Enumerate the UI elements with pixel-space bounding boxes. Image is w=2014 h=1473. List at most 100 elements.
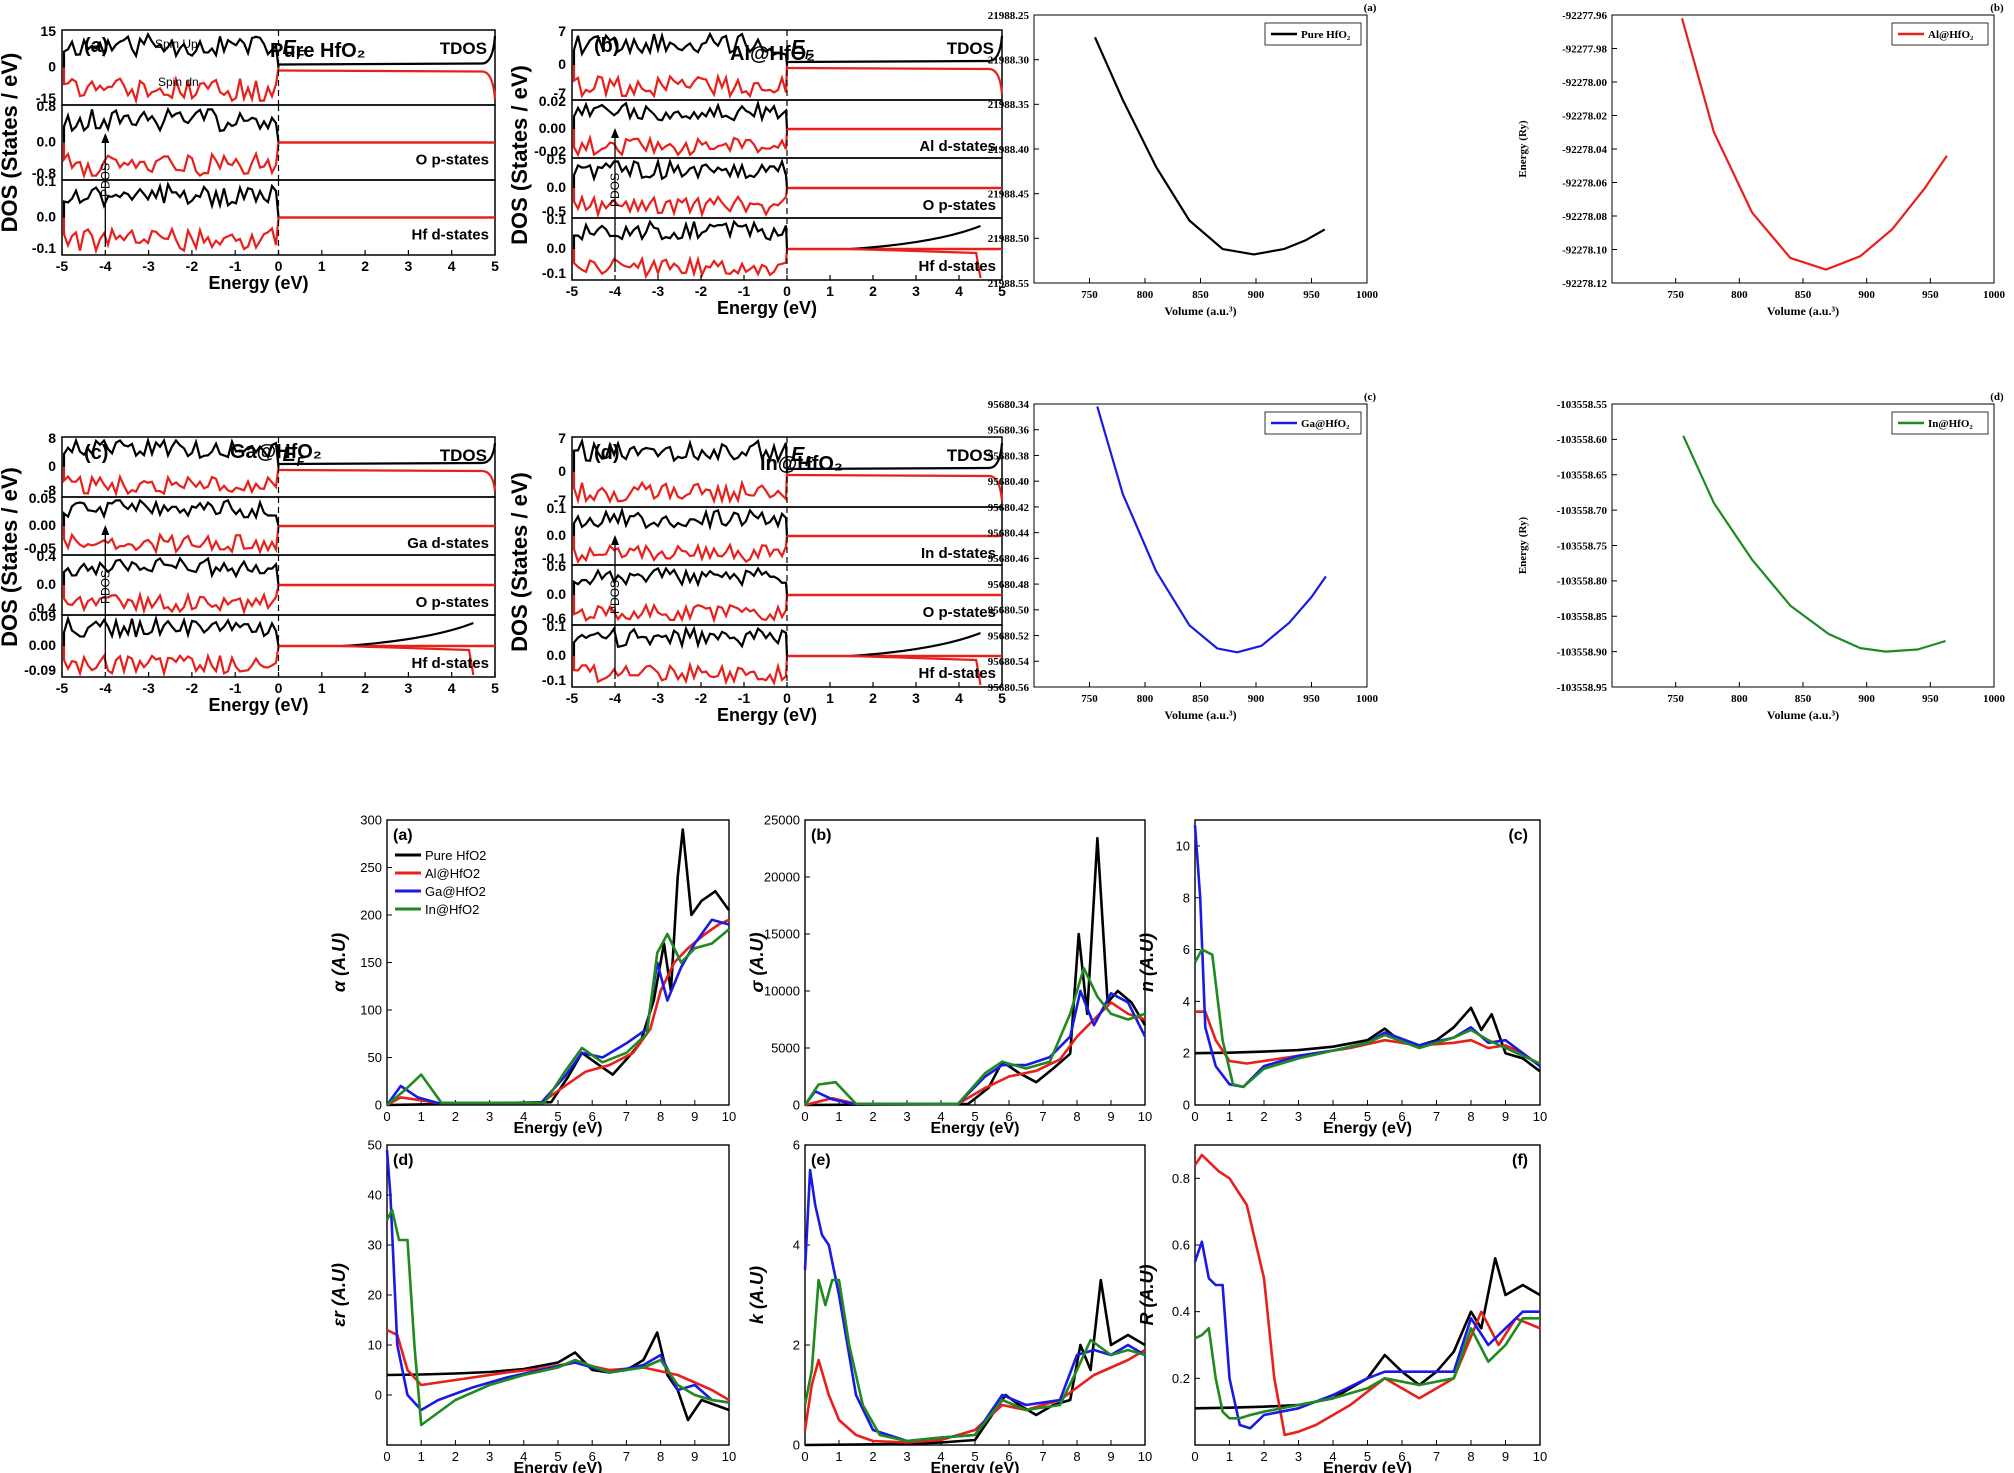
dos-spin-down-line	[62, 466, 280, 498]
chart-x-tick: 5	[1364, 1109, 1371, 1124]
dos-y-tick: -8	[44, 482, 57, 498]
dos-x-tick: 5	[998, 690, 1006, 706]
dos-x-tick: 2	[869, 690, 877, 706]
dos-x-tick: 1	[318, 258, 326, 274]
dos-spin-down-line	[572, 655, 789, 687]
series-line	[385, 918, 730, 1106]
opt-panel-letter: (d)	[393, 1152, 413, 1169]
opt-x-axis-label: Energy (eV)	[931, 1460, 1020, 1473]
chart-x-tick: 800	[1137, 289, 1154, 301]
dos-y-tick: 0.00	[539, 120, 566, 136]
chart-x-tick: 2	[1260, 1449, 1267, 1464]
dos-x-axis-label: Energy (eV)	[717, 705, 817, 725]
dos-y-tick: 15	[40, 23, 56, 39]
chart-y-tick: 0.2	[1172, 1371, 1190, 1386]
series-line	[386, 918, 730, 1107]
chart-x-tick: 4	[1329, 1449, 1336, 1464]
dos-fermi-sub: F	[297, 454, 306, 469]
dos-panel-title: In@HfO₂	[760, 453, 843, 475]
dos-spin-up-line	[62, 181, 280, 218]
chart-x-tick: 1	[835, 1109, 842, 1124]
opt-legend-label: Ga@HfO2	[425, 884, 486, 899]
series-line	[1680, 18, 1948, 271]
chart-x-tick: 2	[869, 1449, 876, 1464]
dos-annotation-spin-up: Spin Up	[155, 37, 198, 51]
dos-cond-up-line	[278, 442, 497, 466]
dos-spin-up-line	[572, 31, 789, 66]
chart-x-tick: 7	[1039, 1109, 1046, 1124]
chart-panel: 0 1 2 3 4 5 6 7 8 9 10 0.2 0.4 0.6 0.8 Energy (eV) R (A.…	[1137, 1144, 1547, 1473]
chart-y-tick: 21988.45	[988, 189, 1030, 201]
dos-row-label: O p-states	[416, 152, 489, 169]
chart-x-tick: 6	[1398, 1109, 1405, 1124]
chart-x-tick: 750	[1081, 289, 1098, 301]
chart-x-tick: 1000	[1356, 693, 1379, 705]
chart-y-tick: 30	[368, 1238, 382, 1253]
chart-x-tick: 1	[1226, 1109, 1233, 1124]
chart-x-tick: 10	[1138, 1449, 1152, 1464]
chart-x-tick: 6	[1005, 1449, 1012, 1464]
chart-x-tick: 9	[1107, 1109, 1114, 1124]
chart-x-tick: 7	[1039, 1449, 1046, 1464]
eos-legend-label: Al@HfO₂	[1928, 29, 1974, 41]
dos-x-tick: 4	[448, 258, 456, 274]
eos-legend-label: In@HfO₂	[1928, 418, 1973, 430]
chart-x-tick: 10	[1138, 1109, 1152, 1124]
dos-row: 0.05 0.00 -0.05 Ga d-states	[24, 490, 496, 556]
chart-y-tick: -103558.80	[1557, 576, 1608, 588]
eos-panel-letter: (b)	[1990, 2, 2004, 14]
chart-frame	[1033, 403, 1368, 688]
dos-y-tick: -15	[36, 90, 56, 106]
chart-y-tick: -103558.65	[1557, 470, 1608, 482]
dos-spin-up-line	[572, 625, 789, 657]
dos-x-tick: -1	[229, 680, 242, 696]
eos-legend-label: Pure HfO₂	[1301, 29, 1351, 41]
dos-spin-up-line	[572, 506, 789, 537]
eos-legend-label: Ga@HfO₂	[1301, 418, 1350, 430]
dos-spin-up-line	[62, 31, 280, 68]
dos-row-label: Hf d-states	[411, 655, 489, 672]
chart-y-tick: -103558.75	[1557, 540, 1608, 552]
dos-spin-down-line	[62, 217, 280, 255]
dos-x-tick: 0	[783, 283, 791, 299]
dos-x-tick: -5	[56, 680, 69, 696]
dos-y-tick: 0.1	[547, 500, 567, 516]
chart-x-tick: 8	[1467, 1449, 1474, 1464]
series-line	[803, 1348, 1146, 1444]
opt-x-axis-label: Energy (eV)	[1323, 1120, 1412, 1137]
chart-x-tick: 3	[903, 1449, 910, 1464]
chart-x-tick: 10	[1533, 1109, 1547, 1124]
dos-x-tick: -3	[652, 283, 665, 299]
dos-panel-letter: (c)	[84, 442, 108, 464]
dos-spin-up-line	[62, 498, 280, 527]
dos-y-tick: 0.00	[29, 637, 56, 653]
chart-y-tick: 300	[360, 813, 382, 828]
chart-x-tick: 9	[691, 1109, 698, 1124]
dos-cond-down-line	[786, 66, 1004, 95]
chart-y-tick: -92278.00	[1562, 77, 1607, 89]
eos-legend-box	[1264, 22, 1362, 46]
dos-y-tick: -0.1	[542, 550, 566, 566]
eos-x-axis-label: Volume (a.u.³)	[1164, 708, 1236, 722]
dos-cond-down-line	[278, 69, 497, 100]
chart-y-tick: -92278.02	[1562, 110, 1607, 122]
opt-panel-letter: (e)	[811, 1152, 831, 1169]
chart-y-tick: 4	[793, 1238, 800, 1253]
dos-hf-down-line	[851, 654, 982, 686]
series-line	[803, 989, 1147, 1106]
chart-y-tick: 50	[368, 1050, 382, 1065]
dos-row: 0.8 0.0 -0.8 O p-states	[32, 98, 496, 181]
dos-cond-up-line	[786, 35, 1004, 64]
dos-cond-down-line	[786, 473, 1004, 502]
dos-spin-up-line	[572, 99, 789, 130]
dos-y-tick: 0.5	[547, 151, 567, 167]
chart-panel: 0 1 2 3 4 5 6 7 8 9 10 0 2 4 6 8 10 Energy (eV) n (A.U) (c)	[1137, 819, 1547, 1137]
dos-y-tick: 0.0	[37, 134, 57, 150]
eos-legend-box	[1264, 411, 1362, 435]
chart-x-tick: 0	[383, 1449, 390, 1464]
eos-x-axis-label: Volume (a.u.³)	[1767, 304, 1839, 318]
chart-y-tick: -92277.96	[1562, 10, 1607, 22]
dos-x-tick: 5	[491, 258, 499, 274]
